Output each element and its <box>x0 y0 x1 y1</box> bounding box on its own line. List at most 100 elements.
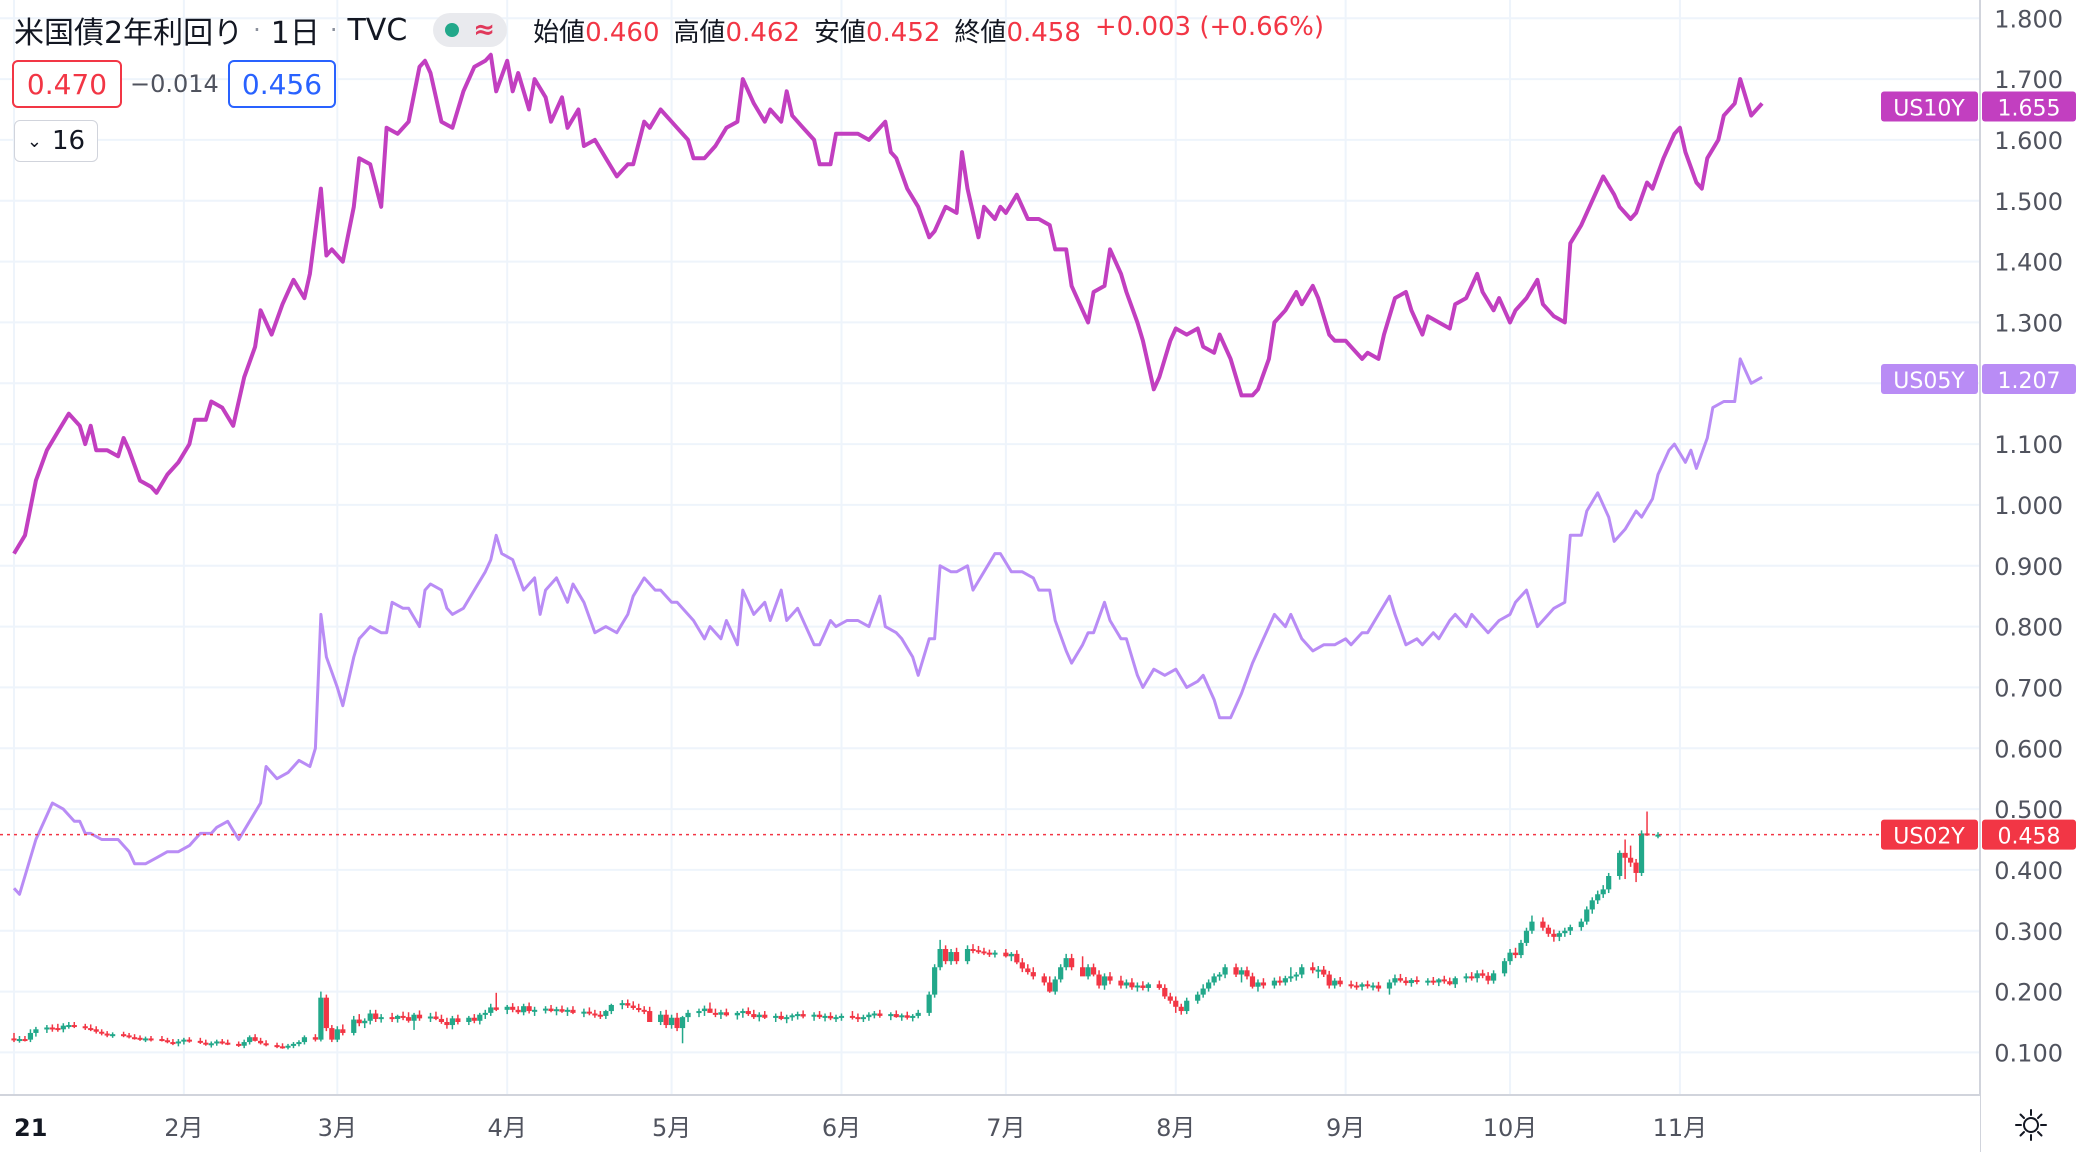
candle-body <box>241 1042 247 1046</box>
close: 終値0.458 <box>954 12 1080 49</box>
candle-body <box>756 1014 762 1018</box>
candle-body <box>515 1009 521 1013</box>
candle-body <box>762 1014 768 1018</box>
candle <box>1523 927 1530 946</box>
candle-body <box>893 1014 899 1018</box>
candle <box>1299 964 1305 979</box>
interval-label[interactable]: 1日 <box>270 16 320 51</box>
indicators-toggle-button[interactable]: ⌄ 16 <box>14 120 98 162</box>
candle-body <box>60 1025 66 1030</box>
y-tick-label: 0.100 <box>1994 1039 2063 1067</box>
candle <box>773 1013 779 1022</box>
symbol-title[interactable]: 米国債2年利回り <box>14 16 244 51</box>
candle <box>1310 962 1316 974</box>
price-axis[interactable]: 0.100 0.200 0.300 0.400 0.500 0.600 0.700 0.800… <box>1979 0 2078 1152</box>
candle-body <box>186 1039 192 1042</box>
buy-price-button[interactable]: 0.456 <box>228 60 336 108</box>
candle <box>1392 974 1398 986</box>
y-tick-label: 1.600 <box>1994 127 2063 155</box>
candle-body <box>1134 985 1140 988</box>
candle <box>1233 963 1239 977</box>
price-axis-bg <box>1980 0 2078 1152</box>
series-value-tag <box>1982 91 2076 122</box>
candle <box>121 1031 127 1038</box>
candle <box>1030 967 1036 980</box>
candle-body <box>1063 958 1069 968</box>
candle <box>756 1012 762 1022</box>
candle <box>1584 906 1590 925</box>
candle-body <box>1096 974 1102 986</box>
candle <box>1567 924 1573 936</box>
candle-body <box>718 1012 724 1015</box>
candle-body <box>833 1017 839 1020</box>
candle <box>871 1011 877 1019</box>
settings-icon[interactable] <box>2014 1108 2048 1142</box>
candle-body <box>619 1003 625 1006</box>
sell-price-button[interactable]: 0.470 <box>12 60 122 108</box>
market-status-pill[interactable]: ≈ <box>433 13 508 47</box>
candle-body <box>669 1017 675 1026</box>
time-axis[interactable]: 21 2月 3月 4月 5月 6月 7月 8月 9月 10月 11月 <box>0 1094 1980 1152</box>
candle-body <box>482 1012 488 1015</box>
candle-body <box>1101 976 1108 986</box>
candle-body <box>1480 973 1486 976</box>
series-name-tag <box>1881 363 1978 394</box>
candle <box>351 1015 357 1036</box>
candle <box>833 1014 839 1022</box>
candle-body <box>625 1003 631 1006</box>
candle <box>1184 997 1190 1015</box>
candle-body <box>1282 978 1288 983</box>
candle-body <box>811 1014 817 1017</box>
candle-body <box>679 1017 686 1029</box>
candle <box>142 1036 149 1043</box>
candle <box>1474 970 1480 983</box>
candle-body <box>899 1015 905 1018</box>
candle <box>1145 982 1151 992</box>
candle <box>1480 969 1486 979</box>
candle <box>734 1011 740 1020</box>
y-tick-label: 0.900 <box>1994 553 2063 581</box>
candle <box>1326 970 1332 989</box>
candle <box>548 1004 554 1013</box>
candle-body <box>1469 976 1475 979</box>
candle-body <box>318 997 324 1040</box>
candle-body <box>910 1015 916 1018</box>
x-tick-label: 3月 <box>318 1114 357 1142</box>
candle <box>619 1000 625 1010</box>
candle <box>669 1014 675 1029</box>
candle <box>1386 979 1393 995</box>
candle-body <box>926 994 932 1013</box>
candle-body <box>674 1017 680 1029</box>
candle <box>477 1012 483 1025</box>
candle-body <box>1375 985 1382 989</box>
candle-body <box>1080 967 1086 977</box>
candle <box>981 947 987 956</box>
candle <box>581 1008 587 1018</box>
candle-body <box>1217 974 1223 977</box>
candle <box>1315 966 1321 979</box>
candle-body <box>1397 978 1404 981</box>
candle <box>318 991 324 1042</box>
candle <box>340 1024 346 1036</box>
candle <box>27 1029 34 1043</box>
candle <box>696 1008 702 1018</box>
candle <box>323 994 329 1032</box>
candle <box>685 1009 691 1022</box>
candle <box>66 1022 72 1029</box>
candle-body <box>466 1017 472 1022</box>
candle-body <box>1299 967 1305 975</box>
time-axis-bg <box>0 1095 1980 1152</box>
candle-body <box>1014 953 1020 963</box>
candle <box>1217 972 1223 981</box>
candle <box>44 1025 50 1033</box>
candle <box>329 1025 335 1043</box>
candle-body <box>340 1029 346 1033</box>
x-tick-label: 10月 <box>1483 1114 1538 1142</box>
candle <box>1633 858 1639 883</box>
candle-body <box>1047 982 1053 992</box>
candle-body <box>400 1015 406 1018</box>
candle <box>866 1012 872 1021</box>
candle <box>110 1032 116 1038</box>
y-tick-label: 1.500 <box>1994 188 2063 216</box>
